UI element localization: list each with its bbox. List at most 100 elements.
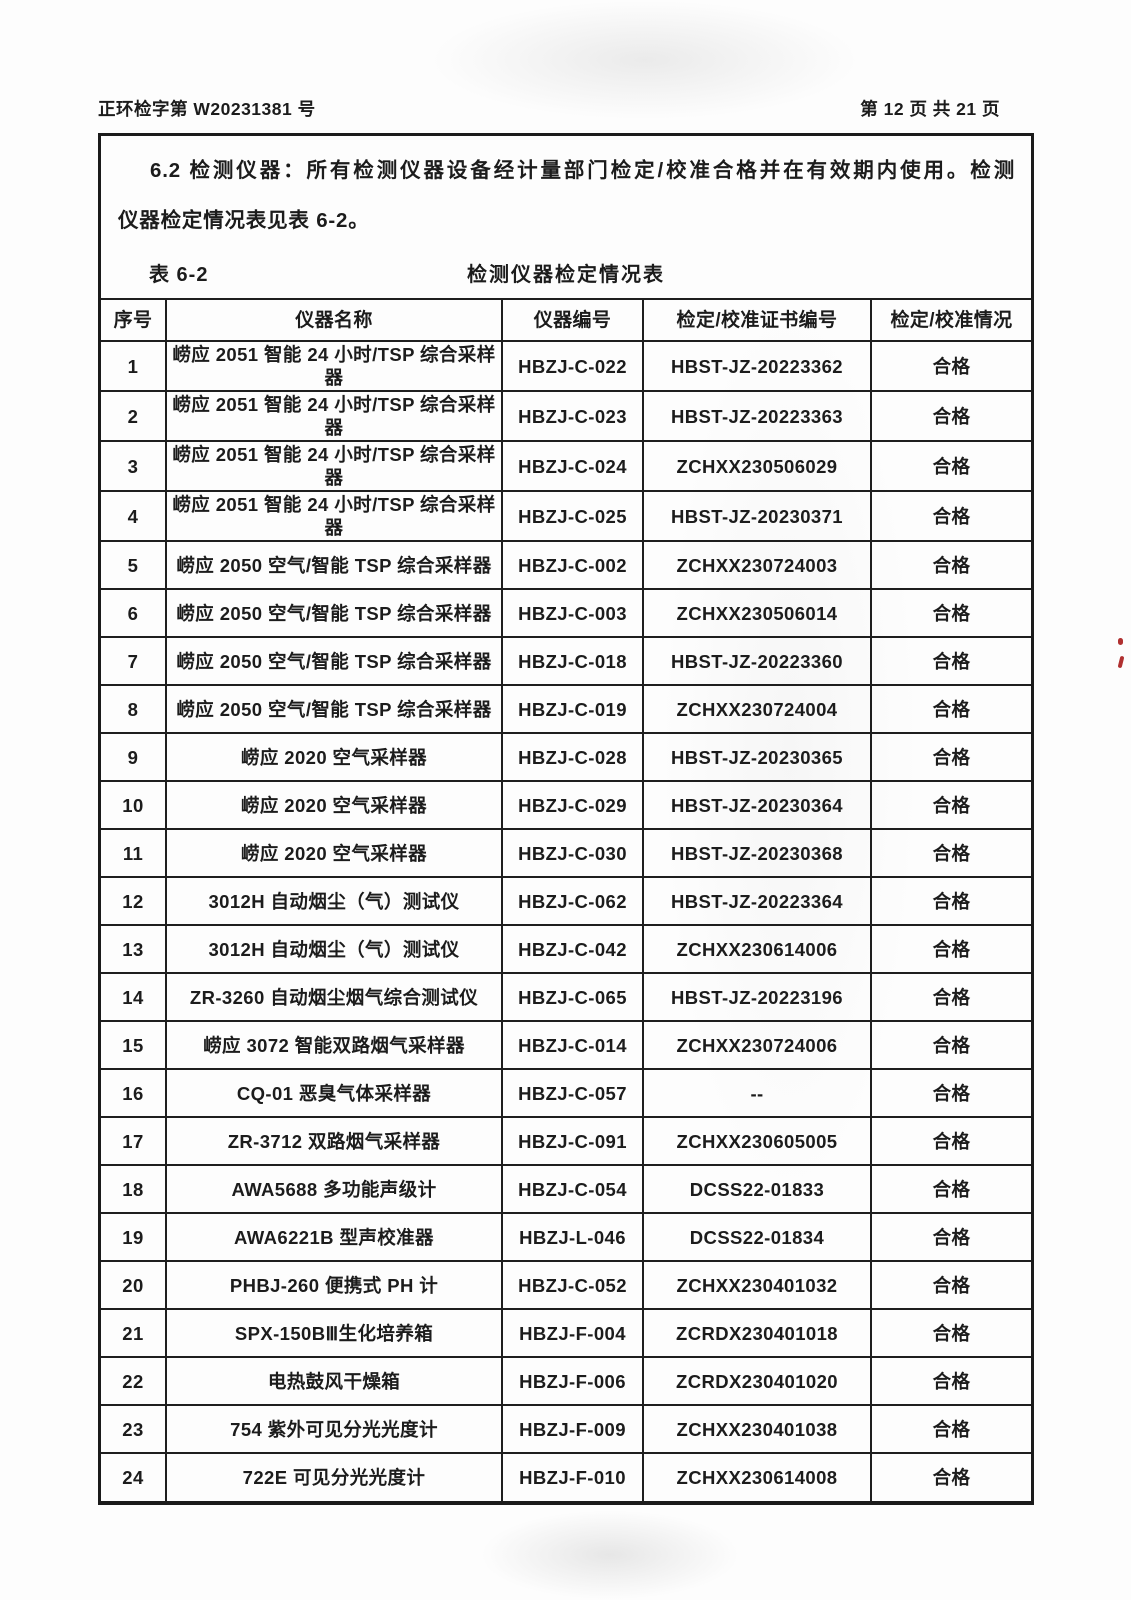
cell-name: 崂应 2051 智能 24 小时/TSP 综合采样器 <box>165 390 503 442</box>
table-row: 16 CQ-01 恶臭气体采样器 HBZJ-C-057 -- 合格 <box>101 1068 1031 1118</box>
table-row: 24 722E 可见分光光度计 HBZJ-F-010 ZCHXX23061400… <box>101 1452 1031 1501</box>
red-ink-mark <box>1117 655 1125 669</box>
cell-id: HBZJ-C-019 <box>501 684 644 734</box>
cell-cert: ZCHXX230401032 <box>642 1260 872 1310</box>
table-row: 9 崂应 2020 空气采样器 HBZJ-C-028 HBST-JZ-20230… <box>101 732 1031 782</box>
cell-name: 崂应 2051 智能 24 小时/TSP 综合采样器 <box>165 340 503 392</box>
cell-name: 崂应 2020 空气采样器 <box>165 780 503 830</box>
scan-smudge-bottom <box>480 1510 740 1600</box>
table-title: 检测仪器检定情况表 <box>467 264 665 286</box>
cell-status: 合格 <box>870 924 1031 974</box>
cell-status: 合格 <box>870 1452 1031 1501</box>
table-row: 17 ZR-3712 双路烟气采样器 HBZJ-C-091 ZCHXX23060… <box>101 1116 1031 1166</box>
cell-cert: ZCHXX230506029 <box>642 440 872 492</box>
cell-name: CQ-01 恶臭气体采样器 <box>165 1068 503 1118</box>
cell-status: 合格 <box>870 780 1031 830</box>
cell-id: HBZJ-C-028 <box>501 732 644 782</box>
table-row: 3 崂应 2051 智能 24 小时/TSP 综合采样器 HBZJ-C-024 … <box>101 440 1031 492</box>
cell-cert: ZCHXX230506014 <box>642 588 872 638</box>
table-row: 13 3012H 自动烟尘（气）测试仪 HBZJ-C-042 ZCHXX2306… <box>101 924 1031 974</box>
cell-id: HBZJ-C-042 <box>501 924 644 974</box>
cell-status: 合格 <box>870 1212 1031 1262</box>
cell-status: 合格 <box>870 684 1031 734</box>
table-row: 7 崂应 2050 空气/智能 TSP 综合采样器 HBZJ-C-018 HBS… <box>101 636 1031 686</box>
cell-seq: 2 <box>101 390 167 442</box>
cell-name: AWA6221B 型声校准器 <box>165 1212 503 1262</box>
red-ink-mark <box>1118 638 1123 645</box>
column-header-name: 仪器名称 <box>165 298 503 342</box>
cell-cert: HBST-JZ-20230371 <box>642 490 872 542</box>
cell-name: ZR-3712 双路烟气采样器 <box>165 1116 503 1166</box>
cell-name: 崂应 2050 空气/智能 TSP 综合采样器 <box>165 540 503 590</box>
document-number: 正环检字第 W20231381 号 <box>98 99 316 119</box>
cell-seq: 11 <box>101 828 167 878</box>
cell-cert: HBST-JZ-20230364 <box>642 780 872 830</box>
table-row: 11 崂应 2020 空气采样器 HBZJ-C-030 HBST-JZ-2023… <box>101 828 1031 878</box>
cell-id: HBZJ-C-022 <box>501 340 644 392</box>
cell-seq: 22 <box>101 1356 167 1406</box>
cell-cert: HBST-JZ-20230368 <box>642 828 872 878</box>
cell-status: 合格 <box>870 1068 1031 1118</box>
cell-cert: ZCRDX230401018 <box>642 1308 872 1358</box>
cell-seq: 19 <box>101 1212 167 1262</box>
cell-name: 3012H 自动烟尘（气）测试仪 <box>165 924 503 974</box>
instrument-table-body: 1 崂应 2051 智能 24 小时/TSP 综合采样器 HBZJ-C-022 … <box>101 340 1031 1501</box>
cell-status: 合格 <box>870 1308 1031 1358</box>
cell-status: 合格 <box>870 732 1031 782</box>
cell-name: 754 紫外可见分光光度计 <box>165 1404 503 1454</box>
cell-name: 崂应 2020 空气采样器 <box>165 828 503 878</box>
cell-name: 3012H 自动烟尘（气）测试仪 <box>165 876 503 926</box>
cell-seq: 1 <box>101 340 167 392</box>
cell-id: HBZJ-C-091 <box>501 1116 644 1166</box>
cell-status: 合格 <box>870 540 1031 590</box>
table-row: 22 电热鼓风干燥箱 HBZJ-F-006 ZCRDX230401020 合格 <box>101 1356 1031 1406</box>
cell-name: SPX-150BⅢ生化培养箱 <box>165 1308 503 1358</box>
cell-seq: 8 <box>101 684 167 734</box>
cell-seq: 7 <box>101 636 167 686</box>
cell-seq: 20 <box>101 1260 167 1310</box>
cell-id: HBZJ-C-023 <box>501 390 644 442</box>
cell-seq: 18 <box>101 1164 167 1214</box>
cell-status: 合格 <box>870 972 1031 1022</box>
cell-cert: HBST-JZ-20223362 <box>642 340 872 392</box>
table-row: 21 SPX-150BⅢ生化培养箱 HBZJ-F-004 ZCRDX230401… <box>101 1308 1031 1358</box>
cell-cert: ZCHXX230724003 <box>642 540 872 590</box>
table-row: 19 AWA6221B 型声校准器 HBZJ-L-046 DCSS22-0183… <box>101 1212 1031 1262</box>
cell-seq: 17 <box>101 1116 167 1166</box>
cell-seq: 14 <box>101 972 167 1022</box>
cell-cert: DCSS22-01834 <box>642 1212 872 1262</box>
cell-name: PHBJ-260 便携式 PH 计 <box>165 1260 503 1310</box>
page-indicator: 第 12 页 共 21 页 <box>860 99 1000 119</box>
cell-status: 合格 <box>870 390 1031 442</box>
paragraph-line-1: 6.2 检测仪器：所有检测仪器设备经计量部门检定/校准合格并在有效期内使用。检测 <box>150 159 1015 182</box>
cell-seq: 16 <box>101 1068 167 1118</box>
cell-cert: DCSS22-01833 <box>642 1164 872 1214</box>
table-row: 8 崂应 2050 空气/智能 TSP 综合采样器 HBZJ-C-019 ZCH… <box>101 684 1031 734</box>
cell-cert: -- <box>642 1068 872 1118</box>
cell-id: HBZJ-C-003 <box>501 588 644 638</box>
paragraph-line-2: 仪器检定情况表见表 6-2。 <box>118 209 370 232</box>
cell-id: HBZJ-C-062 <box>501 876 644 926</box>
table-header-row: 序号 仪器名称 仪器编号 检定/校准证书编号 检定/校准情况 <box>101 298 1031 342</box>
cell-name: 崂应 2020 空气采样器 <box>165 732 503 782</box>
column-header-seq: 序号 <box>101 298 167 342</box>
cell-cert: HBST-JZ-20223364 <box>642 876 872 926</box>
table-row: 1 崂应 2051 智能 24 小时/TSP 综合采样器 HBZJ-C-022 … <box>101 340 1031 392</box>
cell-id: HBZJ-F-006 <box>501 1356 644 1406</box>
cell-cert: ZCHXX230724004 <box>642 684 872 734</box>
cell-status: 合格 <box>870 876 1031 926</box>
table-row: 5 崂应 2050 空气/智能 TSP 综合采样器 HBZJ-C-002 ZCH… <box>101 540 1031 590</box>
cell-status: 合格 <box>870 828 1031 878</box>
cell-cert: HBST-JZ-20230365 <box>642 732 872 782</box>
cell-seq: 23 <box>101 1404 167 1454</box>
cell-id: HBZJ-C-025 <box>501 490 644 542</box>
cell-cert: HBST-JZ-20223196 <box>642 972 872 1022</box>
cell-id: HBZJ-C-018 <box>501 636 644 686</box>
table-row: 10 崂应 2020 空气采样器 HBZJ-C-029 HBST-JZ-2023… <box>101 780 1031 830</box>
cell-cert: ZCHXX230401038 <box>642 1404 872 1454</box>
cell-name: AWA5688 多功能声级计 <box>165 1164 503 1214</box>
cell-status: 合格 <box>870 588 1031 638</box>
cell-name: 崂应 2050 空气/智能 TSP 综合采样器 <box>165 684 503 734</box>
cell-id: HBZJ-L-046 <box>501 1212 644 1262</box>
cell-cert: ZCHXX230605005 <box>642 1116 872 1166</box>
